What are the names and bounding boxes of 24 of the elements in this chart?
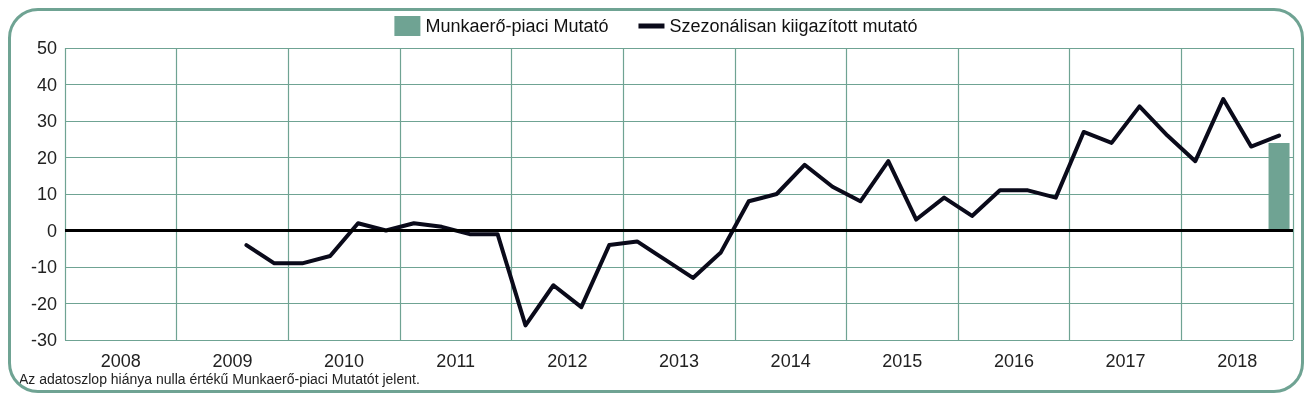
line-series: [244, 97, 1282, 328]
legend-label: Munkaerő-piaci Mutató: [425, 16, 609, 36]
legend-label: Szezonálisan kiigazított mutató: [669, 16, 918, 36]
y-tick-label: 40: [36, 74, 57, 95]
x-tick-label: 2017: [1105, 351, 1146, 371]
y-tick-label: 10: [36, 184, 57, 204]
x-tick-label: 2012: [547, 351, 588, 371]
x-tick-label: 2016: [993, 351, 1034, 371]
text: Az adatoszlop hiánya nulla értékű Munkaerő-piaci Mutatót jelent.: [19, 371, 420, 387]
y-tick-label: 50: [36, 38, 57, 58]
x-tick-label: 2014: [770, 351, 811, 371]
x-tick-label: 2013: [658, 351, 700, 371]
x-tick-label: 2018: [1217, 351, 1258, 371]
y-tick-label: 30: [36, 111, 57, 131]
x-tick-label: 2015: [882, 351, 923, 371]
y-tick-label: 0: [46, 220, 57, 241]
x-tick-label: 2010: [324, 351, 365, 371]
x-tick-label: 2011: [436, 351, 476, 371]
x-tick-label: 2008: [100, 351, 141, 371]
y-tick-label: 20: [36, 147, 57, 168]
x-tick-label: 2009: [212, 351, 253, 371]
y-tick-label: -10: [30, 257, 57, 277]
y-tick-label: -20: [30, 293, 57, 314]
y-tick-label: -30: [30, 330, 57, 350]
